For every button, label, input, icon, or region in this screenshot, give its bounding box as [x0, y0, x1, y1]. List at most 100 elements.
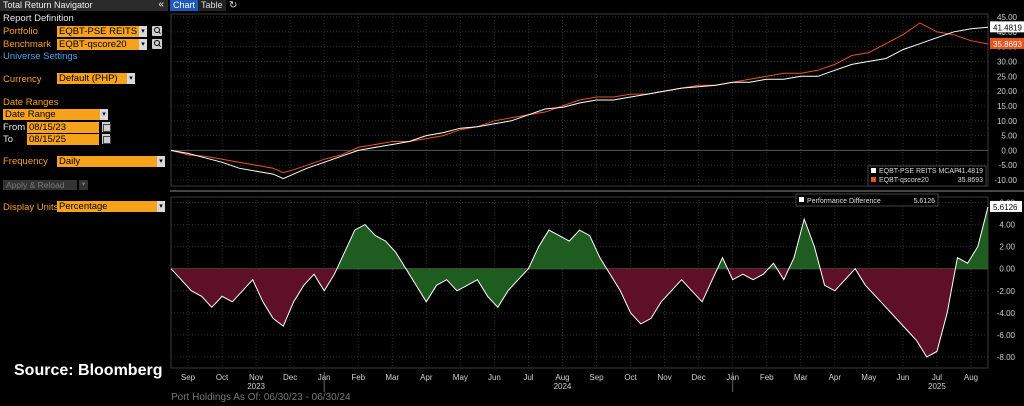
- panel-title-text: Total Return Navigator: [3, 0, 93, 10]
- tab-table[interactable]: Table: [198, 0, 226, 11]
- last-value-tag: [990, 37, 1024, 49]
- legend-series-name: Performance Difference: [807, 198, 881, 205]
- tab-chart[interactable]: Chart: [170, 0, 199, 11]
- calendar-icon[interactable]: [102, 122, 111, 132]
- x-tick-label: Nov: [249, 373, 263, 382]
- x-tick-label: Apr: [829, 373, 842, 382]
- dropdown-arrow-icon[interactable]: ▾: [127, 73, 135, 84]
- benchmark-label: Benchmark: [3, 39, 52, 50]
- legend-series-name: EQBT-qscore20: [879, 177, 929, 184]
- legend-series-name: EQBT-PSE REITS MCAP: [879, 168, 959, 175]
- dropdown-arrow-icon[interactable]: ▾: [139, 26, 147, 37]
- x-tick-label: Jun: [488, 373, 501, 382]
- report-definition-heading: Report Definition: [3, 13, 74, 24]
- dropdown-arrow-icon[interactable]: ▾: [100, 109, 108, 120]
- positive-area: [788, 219, 821, 269]
- series-line-portfolio: [170, 26, 989, 180]
- x-tick-label: Mar: [794, 373, 808, 382]
- year-label: 2023: [247, 382, 265, 391]
- x-tick-label: Dec: [283, 373, 297, 382]
- footer-holdings-note: Port Holdings As Of: 06/30/23 - 06/30/24: [171, 392, 351, 403]
- last-value-label: 35.8693: [993, 40, 1022, 49]
- x-tick-label: Apr: [420, 373, 433, 382]
- y-tick-label-top: 45.00: [997, 13, 1018, 22]
- y-tick-label-bottom: 4.00: [999, 221, 1015, 230]
- frequency-select[interactable]: Daily: [57, 156, 157, 167]
- x-tick-label: Mar: [385, 373, 399, 382]
- portfolio-label: Portfolio: [3, 26, 38, 37]
- legend-swatch: [871, 168, 876, 173]
- x-tick-label: Sep: [181, 373, 196, 382]
- dropdown-arrow-icon[interactable]: ▾: [157, 201, 165, 212]
- y-tick-label-bottom: -8.00: [997, 353, 1016, 362]
- y-tick-label-top: 10.00: [997, 117, 1018, 126]
- date-ranges-heading: Date Ranges: [3, 97, 59, 108]
- positive-area: [955, 206, 988, 269]
- calendar-icon[interactable]: [102, 134, 111, 144]
- negative-area: [820, 268, 956, 357]
- x-tick-label: May: [861, 373, 876, 382]
- y-tick-label-bottom: 2.00: [999, 243, 1015, 252]
- y-tick-label-top: 5.00: [1001, 132, 1017, 141]
- x-tick-label: Jun: [896, 373, 909, 382]
- x-tick-label: Sep: [589, 373, 604, 382]
- legend-series-value: 41.4819: [958, 168, 983, 175]
- universe-settings-link[interactable]: Universe Settings: [3, 51, 78, 62]
- x-tick-label: Aug: [555, 373, 569, 382]
- positive-area: [717, 257, 728, 269]
- dropdown-arrow-icon[interactable]: ▾: [79, 180, 88, 190]
- to-date-field[interactable]: 08/15/25: [27, 134, 99, 145]
- frequency-label: Frequency: [3, 156, 48, 167]
- currency-label: Currency: [3, 74, 42, 85]
- double-chevron-left-icon[interactable]: «: [158, 0, 164, 10]
- top-plot-frame: [170, 13, 989, 187]
- last-value-tag-bottom: [990, 200, 1022, 212]
- display-units-select[interactable]: Percentage: [57, 201, 157, 212]
- portfolio-field[interactable]: EQBT-PSE REITS M: [57, 26, 139, 37]
- panel-title: Total Return Navigator «: [0, 0, 168, 11]
- negative-area: [606, 268, 718, 324]
- legend-series-value: 5.6126: [914, 198, 936, 205]
- legend-series-value: 35.8693: [958, 177, 983, 184]
- last-value-tag: [990, 21, 1024, 33]
- y-tick-label-top: 20.00: [997, 87, 1018, 96]
- refresh-icon[interactable]: ↻: [229, 0, 238, 11]
- y-tick-label-top: 25.00: [997, 72, 1018, 81]
- x-tick-label: Nov: [657, 373, 671, 382]
- search-icon[interactable]: [152, 26, 162, 36]
- dropdown-arrow-icon[interactable]: ▾: [157, 156, 165, 167]
- y-tick-label-top: 30.00: [997, 57, 1018, 66]
- performance-difference-line: [170, 206, 989, 358]
- top-legend-box: [867, 165, 987, 187]
- last-value-label-bottom: 5.6126: [993, 203, 1018, 212]
- year-label: 2025: [928, 382, 946, 391]
- x-tick-label: Dec: [692, 373, 706, 382]
- dropdown-arrow-icon[interactable]: ▾: [139, 39, 147, 50]
- series-line-benchmark: [170, 22, 989, 174]
- from-label: From: [3, 122, 26, 133]
- currency-select[interactable]: Default (PHP): [57, 73, 127, 84]
- positive-area: [768, 263, 777, 269]
- display-units-label: Display Units: [3, 202, 59, 213]
- y-tick-label-bottom: -2.00: [997, 287, 1016, 296]
- x-tick-label: Aug: [964, 373, 978, 382]
- x-tick-label: Feb: [760, 373, 774, 382]
- from-date-field[interactable]: 08/15/23: [27, 122, 99, 133]
- search-icon[interactable]: [152, 39, 162, 49]
- y-tick-label-top: 0.00: [1001, 146, 1017, 155]
- legend-swatch: [799, 197, 804, 202]
- negative-area: [776, 268, 789, 280]
- year-label: 2024: [554, 382, 572, 391]
- to-label: To: [3, 134, 14, 145]
- y-tick-label-bottom: 0.00: [999, 265, 1015, 274]
- source-caption: Source: Bloomberg: [14, 362, 163, 379]
- legend-swatch: [871, 177, 876, 182]
- benchmark-field[interactable]: EQBT-qscore20: [57, 39, 139, 50]
- x-tick-label: Oct: [216, 373, 229, 382]
- apply-reload-button[interactable]: Apply & Reload: [3, 180, 77, 190]
- y-tick-label-bottom: -4.00: [997, 309, 1016, 318]
- date-range-select[interactable]: Date Range: [3, 109, 100, 120]
- positive-area: [337, 224, 607, 308]
- x-tick-label: Oct: [624, 373, 637, 382]
